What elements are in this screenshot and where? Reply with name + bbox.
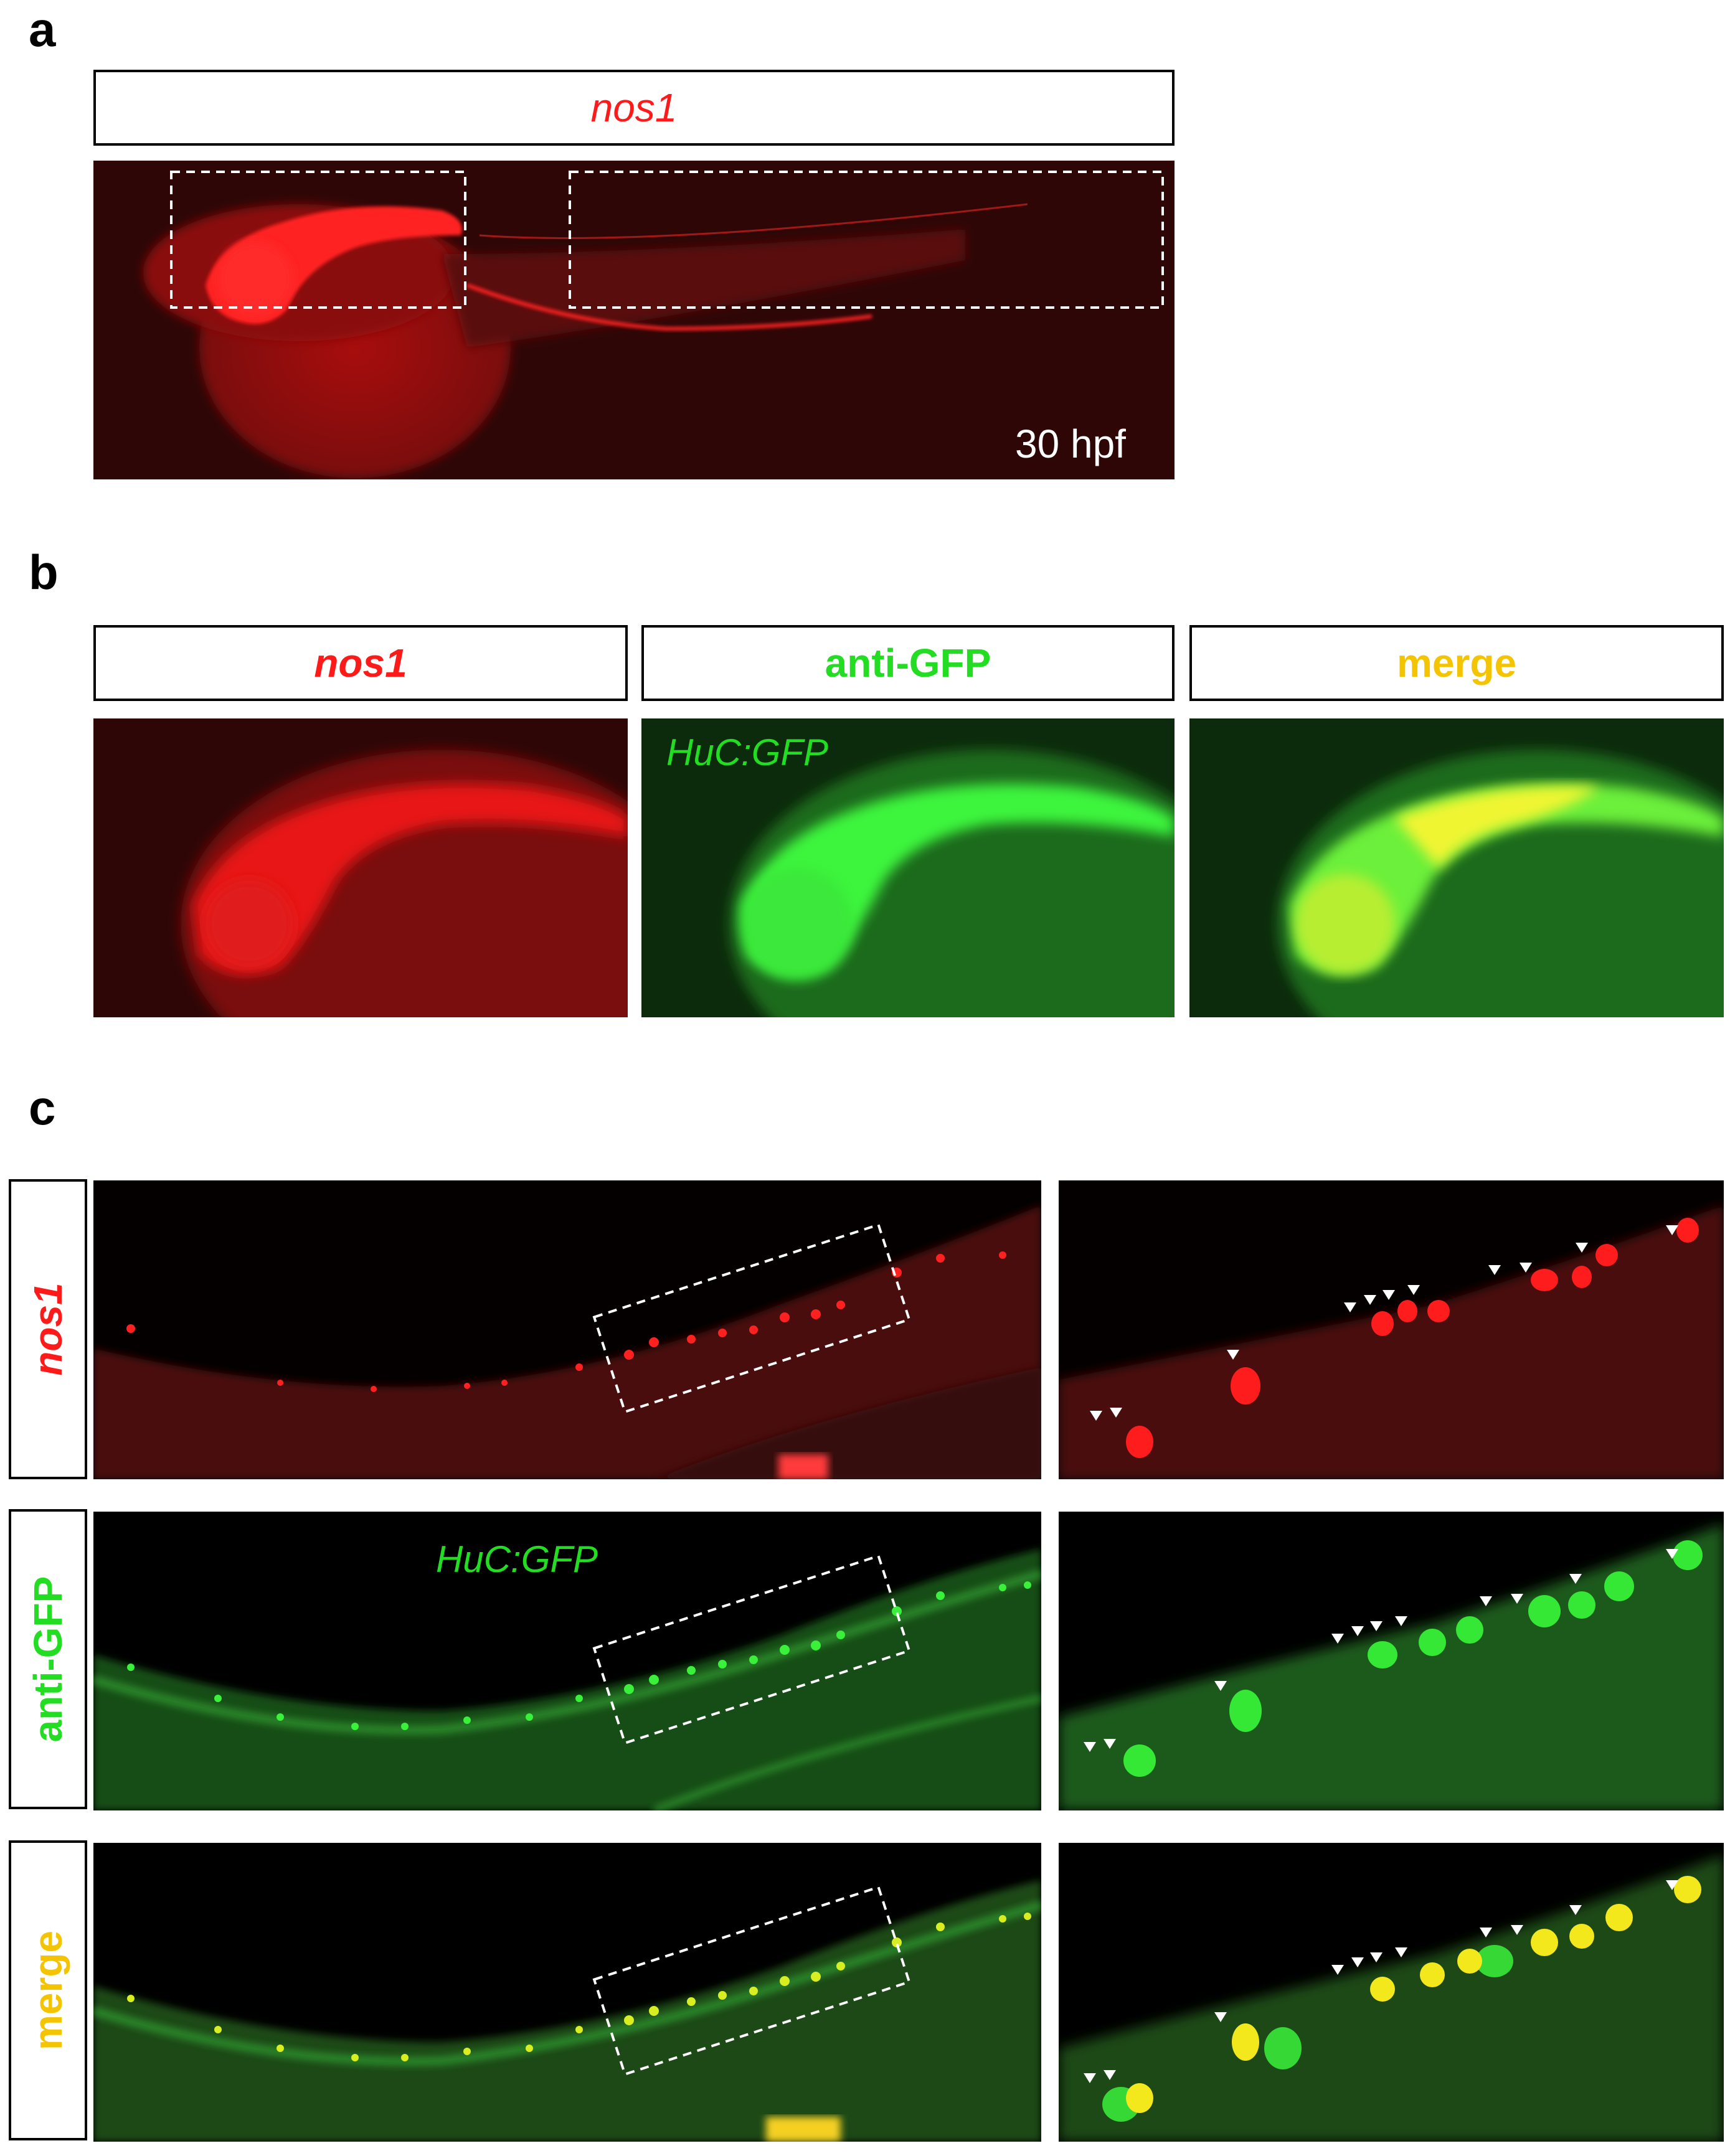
panel-b-header-antigfp-label: anti-GFP	[825, 641, 991, 685]
panel-c-antigfp-overview	[93, 1512, 1041, 1810]
panel-c-nos1-overview	[93, 1180, 1041, 1479]
zoom-box-c3	[592, 1885, 911, 2076]
timepoint-label: 30 hpf	[1015, 421, 1126, 466]
panel-b-header-nos1-label: nos1	[314, 641, 407, 685]
row-label-merge: merge	[9, 1840, 87, 2140]
panel-c-merge-zoom	[1059, 1843, 1724, 2142]
zoom-box-head	[170, 171, 466, 309]
panel-c-merge-overview	[93, 1843, 1041, 2142]
panel-b-overlay-hucgfp: HuC:GFP	[666, 732, 829, 773]
panel-c-antigfp-zoom	[1059, 1512, 1724, 1810]
panel-a-image	[93, 161, 1175, 479]
zoom-box-trunk	[569, 171, 1164, 309]
row-label-antigfp: anti-GFP	[9, 1509, 87, 1809]
row-label-nos1: nos1	[9, 1179, 87, 1479]
panel-b-header-antigfp: anti-GFP	[641, 625, 1175, 701]
panel-b-header-merge: merge	[1189, 625, 1724, 701]
panel-b-letter: b	[29, 545, 59, 600]
row-label-antigfp-text: anti-GFP	[26, 1576, 70, 1743]
row-label-nos1-text: nos1	[26, 1283, 70, 1376]
panel-c-nos1-zoom	[1059, 1180, 1724, 1479]
panel-c-overlay-hucgfp: HuC:GFP	[436, 1538, 598, 1580]
row-label-merge-text: merge	[26, 1930, 70, 2051]
panel-a-header: nos1	[93, 70, 1175, 146]
panel-b-image-antigfp	[641, 718, 1175, 1017]
zoom-box-c2	[592, 1554, 911, 1745]
embryo-whole-mount-red	[93, 161, 1175, 479]
panel-b-header-nos1: nos1	[93, 625, 628, 701]
panel-b-header-merge-label: merge	[1396, 641, 1517, 685]
panel-a-letter: a	[29, 2, 56, 57]
panel-b-image-nos1	[93, 718, 628, 1017]
panel-b-image-merge	[1189, 718, 1724, 1017]
panel-c-letter: c	[29, 1080, 56, 1135]
panel-a-header-label: nos1	[590, 85, 678, 130]
zoom-box-c1	[592, 1223, 911, 1414]
